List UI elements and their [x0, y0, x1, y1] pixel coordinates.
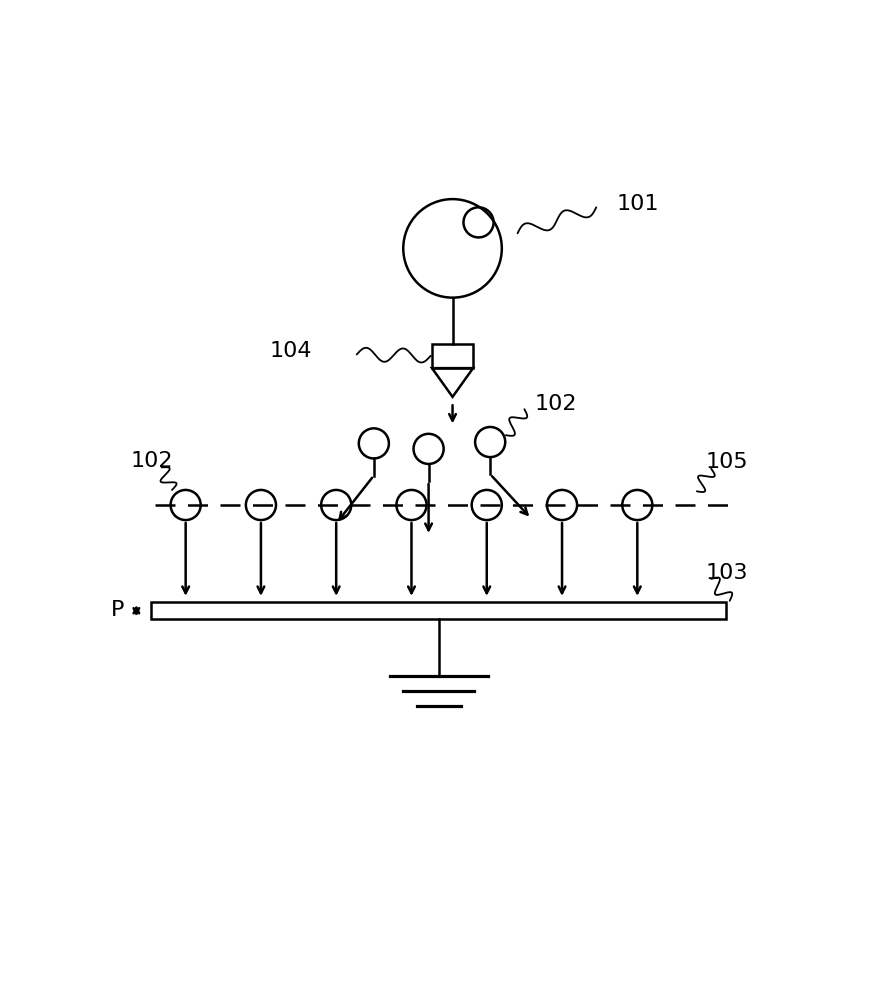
Bar [152, 602, 727, 619]
Text: 103: 103 [706, 563, 748, 583]
Text: 104: 104 [269, 341, 313, 361]
Text: 101: 101 [616, 194, 660, 214]
Text: 105: 105 [706, 452, 749, 472]
Text: 102: 102 [535, 394, 577, 414]
Text: P: P [110, 600, 124, 620]
Text: 102: 102 [131, 451, 173, 471]
